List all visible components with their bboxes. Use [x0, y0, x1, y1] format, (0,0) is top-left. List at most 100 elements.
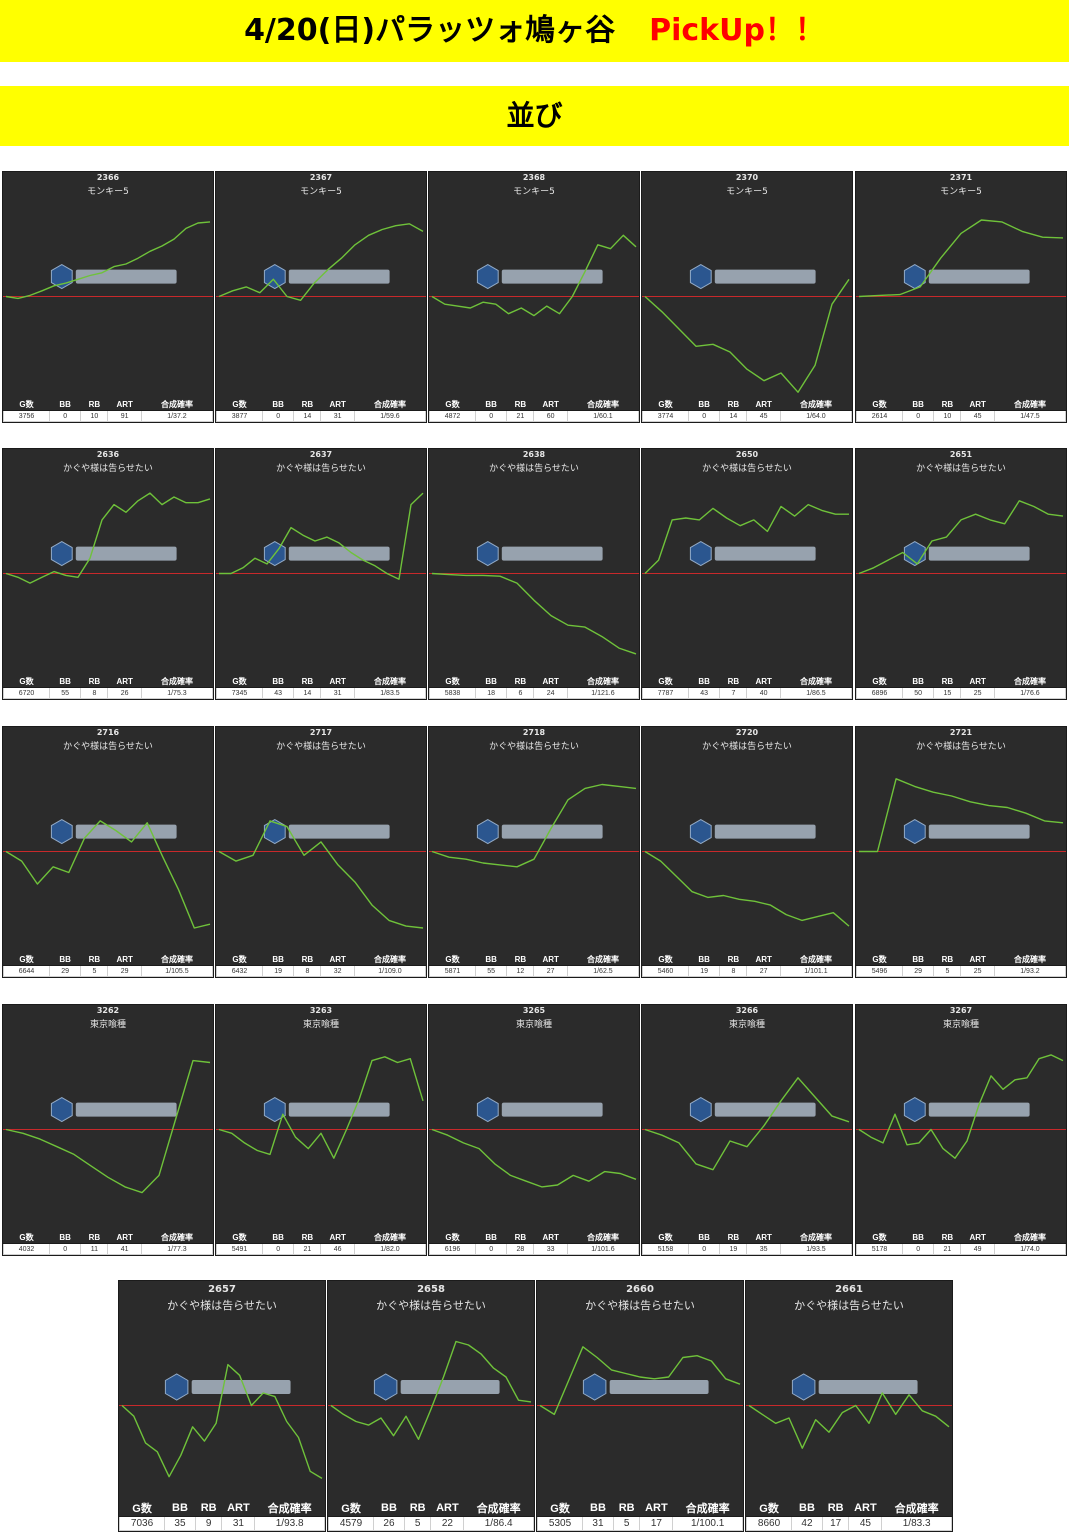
graph-plot: [642, 264, 852, 393]
series-line: [644, 503, 849, 574]
series-line: [431, 783, 637, 868]
stats-header-cell: RB: [80, 398, 108, 411]
stats-header-cell: 合成確率: [354, 1231, 426, 1244]
title-banner: 4/20(日)パラッツォ鳩ヶ谷 PickUp！！: [0, 0, 1069, 62]
stats-value-cell: 1/59.6: [353, 410, 426, 422]
stats-value-cell: 55: [474, 965, 508, 977]
stats-value-cell: 22: [430, 1516, 465, 1531]
stats-header-cell: BB: [475, 953, 507, 966]
machine-name: かぐや様は告らせたい: [916, 742, 1006, 752]
stats-value-cell: 29: [901, 965, 935, 977]
stats-value-cell: 46: [320, 1243, 355, 1255]
stats-header-cell: ART: [107, 398, 142, 411]
stats-header-cell: ART: [960, 953, 995, 966]
hexagon-logo-icon: [476, 541, 603, 567]
hexagon-logo-icon: [263, 541, 390, 567]
stats-value-cell: 12: [506, 965, 535, 977]
graph-plot: [856, 500, 1066, 575]
machine-number: 2650: [735, 450, 759, 459]
stats-header-cell: 合成確率: [780, 1231, 852, 1244]
stats-value-cell: 0: [261, 410, 295, 422]
stats-value-cell: 19: [687, 965, 721, 977]
hexagon-logo-icon: [791, 1373, 918, 1401]
graph-plot: [429, 783, 639, 868]
stats-header-cell: BB: [49, 675, 81, 688]
stats-table: G数 BB RB ART 合成確率 5491 0 21 46 1/82.0: [216, 1231, 426, 1255]
machine-number: 2368: [522, 173, 546, 182]
series-line: [644, 278, 850, 393]
stats-value-cell: 0: [474, 410, 508, 422]
hexagon-logo-icon: [373, 1373, 500, 1401]
stats-value-cell: 0: [901, 1243, 935, 1255]
stats-header-cell: RB: [293, 1231, 321, 1244]
machine-name: かぐや様は告らせたい: [63, 742, 153, 752]
stats-header-cell: BB: [49, 1231, 81, 1244]
stats-value-cell: 31: [320, 687, 355, 699]
stats-header-cell: ART: [320, 675, 355, 688]
stats-header-cell: RB: [822, 1500, 849, 1517]
stats-value-cell: 5871: [429, 965, 476, 977]
hexagon-logo-icon: [689, 1097, 816, 1123]
stats-header-cell: RB: [404, 1500, 431, 1517]
stats-value-cell: 3756: [3, 410, 50, 422]
stats-table: G数 BB RB ART 合成確率 5158 0 19 35 1/93.5: [642, 1231, 852, 1255]
machine-name: かぐや様は告らせたい: [794, 1299, 904, 1312]
stats-header-cell: ART: [746, 675, 781, 688]
chart-card-3267: 3267 東京喰種 G数 BB RB ART 合成確率 5178 0 21 49 1/74.0: [855, 1004, 1067, 1256]
stats-value-cell: 17: [821, 1516, 850, 1531]
stats-value-cell: 31: [582, 1516, 614, 1531]
stats-header-cell: RB: [195, 1500, 222, 1517]
stats-header-cell: RB: [613, 1500, 640, 1517]
hexagon-logo-icon: [903, 541, 1030, 567]
stats-value-cell: 1/74.0: [993, 1243, 1066, 1255]
hexagon-logo-icon: [903, 819, 1030, 845]
stats-header-cell: BB: [49, 953, 81, 966]
chart-card-3262: 3262 東京喰種 G数 BB RB ART 合成確率 4032 0 11 41 1/77.3: [2, 1004, 214, 1256]
chart-card-2717: 2717 かぐや様は告らせたい G数 BB RB ART 合成確率 6432 19 8 32 1/10…: [215, 726, 427, 978]
stats-header-cell: 合成確率: [141, 1231, 213, 1244]
stats-header-cell: BB: [262, 675, 294, 688]
stats-table: G数 BB RB ART 合成確率 6196 0 28 33 1/101.6: [429, 1231, 639, 1255]
hexagon-logo-icon: [50, 1097, 177, 1123]
stats-value-cell: 4872: [429, 410, 476, 422]
stats-value-cell: 1/93.5: [779, 1243, 852, 1255]
stats-header-cell: RB: [80, 1231, 108, 1244]
stats-value-cell: 1/100.1: [672, 1516, 743, 1531]
stats-header-cell: ART: [960, 675, 995, 688]
stats-header-cell: RB: [719, 398, 747, 411]
stats-header-cell: 合成確率: [780, 675, 852, 688]
stats-header-cell: ART: [746, 398, 781, 411]
graph-plot: [3, 1059, 213, 1194]
stats-table: G数 BB RB ART 合成確率 6896 50 15 25 1/76.6: [856, 675, 1066, 699]
stats-value-cell: 21: [933, 1243, 962, 1255]
stats-value-cell: 45: [848, 1516, 883, 1531]
graph-plot: [216, 819, 426, 929]
series-line: [858, 500, 1064, 575]
graph-plot: [429, 541, 639, 655]
stats-value-cell: 32: [320, 965, 355, 977]
machine-name: かぐや様は告らせたい: [63, 464, 153, 474]
machine-name: かぐや様は告らせたい: [167, 1299, 277, 1312]
stats-header-cell: ART: [848, 1500, 882, 1517]
stats-header-cell: 合成確率: [141, 398, 213, 411]
stats-value-cell: 1/86.4: [463, 1516, 534, 1531]
stats-value-cell: 5460: [642, 965, 689, 977]
series-line: [121, 1363, 323, 1479]
stats-header-cell: RB: [293, 953, 321, 966]
stats-value-cell: 2614: [856, 410, 903, 422]
chart-card-2366: 2366 モンキー5 G数 BB RB ART 合成確率 3756 0 10 91 1/37.2: [2, 171, 214, 423]
stats-value-cell: 60: [533, 410, 568, 422]
chart-card-2368: 2368 モンキー5 G数 BB RB ART 合成確率 4872 0 21 60 1/60.1: [428, 171, 640, 423]
stats-value-cell: 1/83.5: [353, 687, 426, 699]
series-line: [5, 1059, 211, 1194]
stats-value-cell: 26: [107, 687, 142, 699]
machine-name: モンキー5: [300, 187, 342, 197]
stats-value-cell: 7036: [119, 1516, 166, 1531]
stats-table: G数 BB RB ART 合成確率 6644 29 5 29 1/105.5: [3, 953, 213, 977]
series-line: [218, 1056, 424, 1159]
stats-header-cell: RB: [506, 1231, 534, 1244]
stats-value-cell: 1/101.6: [566, 1243, 639, 1255]
stats-header-cell: ART: [107, 953, 142, 966]
stats-value-cell: 5: [933, 965, 962, 977]
hexagon-logo-icon: [689, 541, 816, 567]
